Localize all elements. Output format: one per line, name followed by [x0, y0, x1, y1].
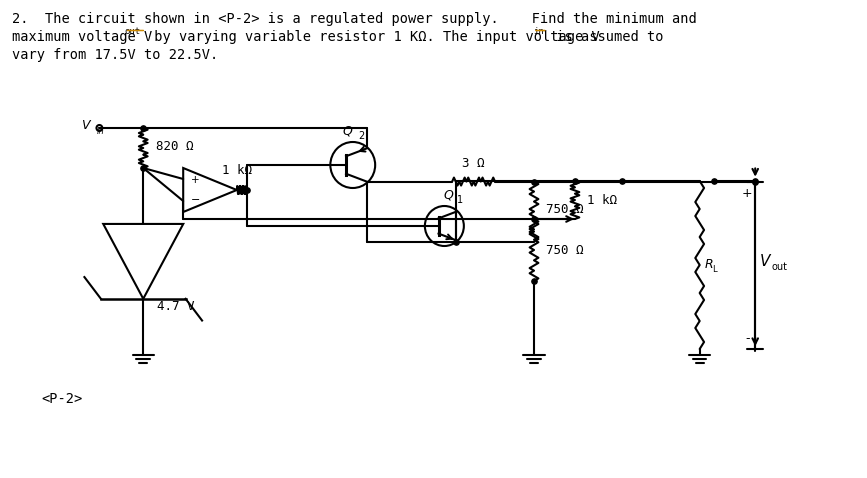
Text: R: R — [705, 259, 714, 272]
Text: maximum voltage V: maximum voltage V — [11, 30, 152, 44]
Text: out: out — [125, 26, 140, 35]
Text: 2.  The circuit shown in <P-2> is a regulated power supply.    Find the minimum : 2. The circuit shown in <P-2> is a regul… — [11, 12, 696, 26]
Text: <P-2>: <P-2> — [41, 392, 82, 406]
Text: 3 Ω: 3 Ω — [462, 157, 485, 170]
Text: Q: Q — [343, 124, 353, 137]
Text: 750 Ω: 750 Ω — [545, 203, 583, 216]
Text: 1 kΩ: 1 kΩ — [587, 194, 616, 206]
Text: 820 Ω: 820 Ω — [156, 140, 193, 152]
Text: in: in — [96, 127, 104, 135]
Text: 4.7 V: 4.7 V — [157, 300, 194, 314]
Text: Q: Q — [443, 188, 453, 201]
Text: is assumed to: is assumed to — [548, 30, 663, 44]
Text: −: − — [191, 195, 200, 205]
Text: 2: 2 — [359, 131, 365, 141]
Text: V: V — [81, 119, 89, 131]
Text: by varying variable resistor 1 KΩ. The input voltage V: by varying variable resistor 1 KΩ. The i… — [147, 30, 600, 44]
Text: V: V — [760, 254, 771, 269]
Text: -: - — [745, 333, 750, 346]
Text: 1 kΩ: 1 kΩ — [222, 164, 251, 177]
Text: L: L — [713, 265, 717, 274]
Text: 750 Ω: 750 Ω — [545, 243, 583, 257]
Text: vary from 17.5V to 22.5V.: vary from 17.5V to 22.5V. — [11, 48, 218, 62]
Text: +: + — [191, 175, 199, 185]
Text: in: in — [533, 26, 544, 35]
Text: +: + — [742, 187, 753, 200]
Polygon shape — [103, 224, 183, 299]
Text: 1: 1 — [457, 195, 463, 205]
Text: out: out — [772, 262, 788, 272]
